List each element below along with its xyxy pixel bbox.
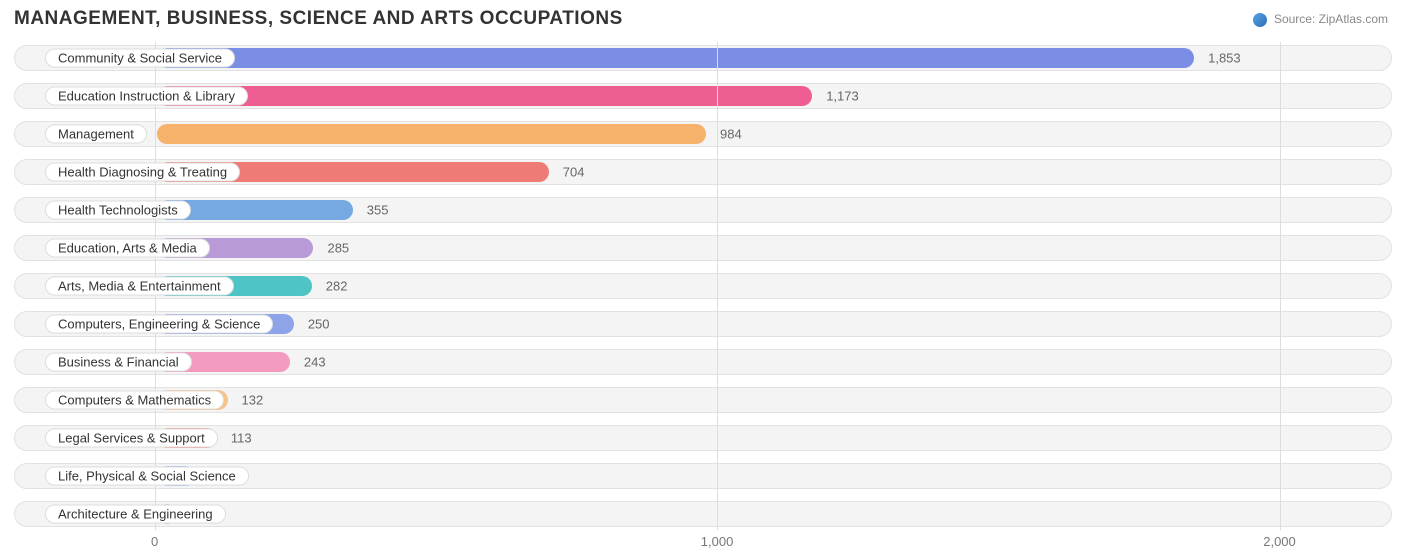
x-axis-tick-label: 0 xyxy=(151,534,158,549)
bar-track: Computers, Engineering & Science 250 xyxy=(14,311,1392,337)
chart-title: MANAGEMENT, BUSINESS, SCIENCE AND ARTS O… xyxy=(14,8,623,30)
bar-track: Arts, Media & Entertainment 282 xyxy=(14,273,1392,299)
bar-category-pill: Health Technologists xyxy=(45,201,191,220)
bar-row: Education, Arts & Media 285 xyxy=(14,232,1392,265)
bar-track: Education, Arts & Media 285 xyxy=(14,235,1392,261)
bar-category-pill: Architecture & Engineering xyxy=(45,504,226,523)
bar-track: Computers & Mathematics 132 xyxy=(14,387,1392,413)
bar-category-pill: Arts, Media & Entertainment xyxy=(45,276,234,295)
bar-value-label: 355 xyxy=(367,203,389,218)
bar-category-pill: Life, Physical & Social Science xyxy=(45,466,249,485)
source-prefix: Source: xyxy=(1274,12,1315,26)
bar-track: Health Technologists 355 xyxy=(14,197,1392,223)
bar-fill xyxy=(157,86,812,106)
bar-row: Arts, Media & Entertainment 282 xyxy=(14,270,1392,303)
plot-canvas: Community & Social Service 1,853 Education… xyxy=(14,42,1392,530)
x-axis: 0 1,000 2,000 xyxy=(14,534,1392,552)
bar-category-pill: Education Instruction & Library xyxy=(45,87,248,106)
source-name: ZipAtlas.com xyxy=(1319,12,1388,26)
bar-category-pill: Management xyxy=(45,125,147,144)
x-axis-tick-label: 2,000 xyxy=(1263,534,1296,549)
bar-value-label: 250 xyxy=(308,316,330,331)
bar-track: Education Instruction & Library 1,173 xyxy=(14,83,1392,109)
bar-row: Computers, Engineering & Science 250 xyxy=(14,307,1392,340)
source-logo-icon xyxy=(1253,13,1267,27)
bar-track: Health Diagnosing & Treating 704 xyxy=(14,159,1392,185)
bar-category-pill: Legal Services & Support xyxy=(45,428,218,447)
bar-row: Legal Services & Support 113 xyxy=(14,421,1392,454)
bar-row: Business & Financial 243 xyxy=(14,345,1392,378)
bar-row: Computers & Mathematics 132 xyxy=(14,383,1392,416)
bar-fill xyxy=(157,48,1194,68)
gridline xyxy=(1280,42,1281,530)
bar-value-label: 1,173 xyxy=(826,89,859,104)
bar-category-pill: Community & Social Service xyxy=(45,49,235,68)
bar-value-label: 243 xyxy=(304,354,326,369)
bar-track: Community & Social Service 1,853 xyxy=(14,45,1392,71)
bar-row: Health Diagnosing & Treating 704 xyxy=(14,156,1392,189)
bars-container: Community & Social Service 1,853 Education… xyxy=(14,42,1392,530)
bar-value-label: 984 xyxy=(720,127,742,142)
bar-category-pill: Business & Financial xyxy=(45,352,192,371)
bar-value-label: 113 xyxy=(231,430,252,445)
bar-category-pill: Health Diagnosing & Treating xyxy=(45,163,240,182)
bar-track: Legal Services & Support 113 xyxy=(14,425,1392,451)
bar-category-pill: Computers, Engineering & Science xyxy=(45,314,273,333)
bar-value-label: 282 xyxy=(326,278,348,293)
bar-track: Life, Physical & Social Science76 xyxy=(14,463,1392,489)
x-axis-tick-label: 1,000 xyxy=(701,534,734,549)
bar-category-pill: Education, Arts & Media xyxy=(45,239,210,258)
bar-row: Management 984 xyxy=(14,118,1392,151)
bar-row: Architecture & Engineering42 xyxy=(14,497,1392,530)
bar-fill xyxy=(157,124,706,144)
bar-row: Life, Physical & Social Science76 xyxy=(14,459,1392,492)
bar-value-label: 285 xyxy=(327,241,349,256)
bar-track: Management 984 xyxy=(14,121,1392,147)
gridline xyxy=(717,42,718,530)
bar-row: Community & Social Service 1,853 xyxy=(14,42,1392,75)
bar-value-label: 132 xyxy=(242,392,264,407)
bar-row: Education Instruction & Library 1,173 xyxy=(14,80,1392,113)
bar-value-label: 704 xyxy=(563,165,585,180)
source-attribution: Source: ZipAtlas.com xyxy=(1253,12,1388,27)
bar-row: Health Technologists 355 xyxy=(14,194,1392,227)
chart-plot-area: Community & Social Service 1,853 Education… xyxy=(14,42,1392,530)
bar-value-label: 1,853 xyxy=(1208,51,1241,66)
bar-track: Business & Financial 243 xyxy=(14,349,1392,375)
bar-track: Architecture & Engineering42 xyxy=(14,501,1392,527)
bar-category-pill: Computers & Mathematics xyxy=(45,390,224,409)
